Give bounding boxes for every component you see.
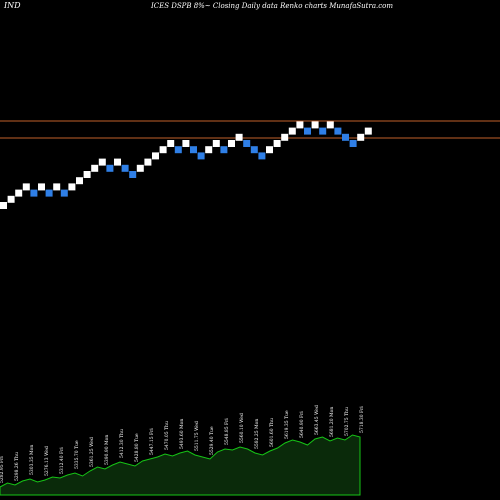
renko-brick-up <box>68 183 76 191</box>
volume-label: 5619.35 Tue <box>284 410 290 439</box>
renko-brick-down <box>349 140 357 147</box>
renko-brick-up <box>205 146 213 154</box>
volume-label: 5312.40 Fri <box>59 447 65 474</box>
renko-brick-up <box>281 133 289 141</box>
volume-panel <box>0 434 361 496</box>
renko-brick-up <box>212 140 220 147</box>
renko-brick-down <box>197 152 205 160</box>
renko-brick-down <box>121 164 129 172</box>
renko-brick-up <box>357 133 365 141</box>
renko-brick-up <box>98 158 106 166</box>
volume-label: 5493.60 Mon <box>179 419 185 449</box>
volume-label: 5447.15 Fri <box>149 428 155 455</box>
volume-labels: 5282.95 Fri 5298.26 Thu 5303.35 Mon 5276.13… <box>0 405 365 483</box>
renko-brick-up <box>76 177 83 185</box>
renko-brick-up <box>15 189 23 197</box>
reference-lines <box>0 120 500 139</box>
volume-label: 5276.13 Wed <box>44 446 50 476</box>
volume-label: 5298.26 Thu <box>14 452 20 481</box>
volume-label: 5428.80 Tue <box>134 433 140 462</box>
renko-brick-down <box>190 146 197 154</box>
renko-brick-up <box>273 140 281 147</box>
volume-label: 5582.25 Mon <box>254 419 260 449</box>
volume-label: 5681.20 Mon <box>329 407 335 437</box>
renko-brick-down <box>319 127 327 135</box>
renko-brick-down <box>45 189 53 197</box>
renko-brick-down <box>129 171 137 178</box>
renko-brick-up <box>114 158 121 166</box>
renko-brick-up <box>296 121 304 129</box>
renko-brick-down <box>220 146 228 154</box>
renko-brick-down <box>342 133 349 141</box>
renko-brick-up <box>91 164 99 172</box>
renko-brick-down <box>30 189 38 197</box>
renko-brick-up <box>136 164 144 172</box>
renko-brick-down <box>304 127 311 135</box>
renko-brick-down <box>60 189 68 197</box>
renko-brick-down <box>258 152 266 160</box>
volume-label: 5601.60 Thu <box>269 418 275 447</box>
volume-label: 5718.30 Fri <box>359 406 365 433</box>
renko-brick-up <box>83 171 91 178</box>
renko-brick-up <box>311 121 319 129</box>
renko-brick-up <box>53 183 61 191</box>
volume-label: 5548.85 Fri <box>224 418 230 445</box>
volume-label: 5390.90 Mon <box>104 435 110 465</box>
volume-label: 5412.30 Thu <box>119 429 125 458</box>
renko-brick-up <box>326 121 334 129</box>
chart-title: ICES DSPB 8%~ Closing Daily data Renko c… <box>150 2 393 10</box>
volume-label: 5640.90 Fri <box>299 411 305 438</box>
volume-label: 5560.10 Wed <box>239 413 245 443</box>
renko-brick-up <box>182 140 190 147</box>
renko-brick-down <box>334 127 342 135</box>
volume-label: 5702.75 Thu <box>344 407 350 436</box>
renko-brick-up <box>288 127 296 135</box>
renko-brick-up <box>235 133 243 141</box>
renko-brick-up <box>7 195 15 203</box>
renko-brick-down <box>243 140 251 147</box>
volume-label: 5470.05 Thu <box>164 421 170 450</box>
renko-brick-up <box>144 158 152 166</box>
renko-brick-up <box>167 140 175 147</box>
renko-brick-up <box>38 183 45 191</box>
volume-area <box>0 434 361 496</box>
volume-label: 5361.25 Wed <box>89 437 95 467</box>
renko-brick-up <box>364 127 372 135</box>
renko-bricks <box>0 121 372 209</box>
volume-label: 5529.40 Tue <box>209 426 215 455</box>
renko-brick-down <box>174 146 182 154</box>
renko-brick-up <box>22 183 30 191</box>
renko-brick-up <box>159 146 167 154</box>
renko-brick-up <box>0 202 7 209</box>
volume-label: 5511.75 Wed <box>194 421 200 451</box>
volume-label: 5303.35 Mon <box>29 445 35 475</box>
volume-label: 5282.95 Fri <box>0 456 5 483</box>
header-left-label: IND <box>3 1 21 10</box>
renko-brick-up <box>266 146 273 154</box>
volume-label: 5335.70 Tue <box>74 440 80 469</box>
renko-brick-down <box>106 164 114 172</box>
renko-brick-up <box>228 140 235 147</box>
renko-brick-down <box>250 146 258 154</box>
volume-label: 5663.45 Wed <box>314 405 320 435</box>
renko-brick-up <box>152 152 159 160</box>
